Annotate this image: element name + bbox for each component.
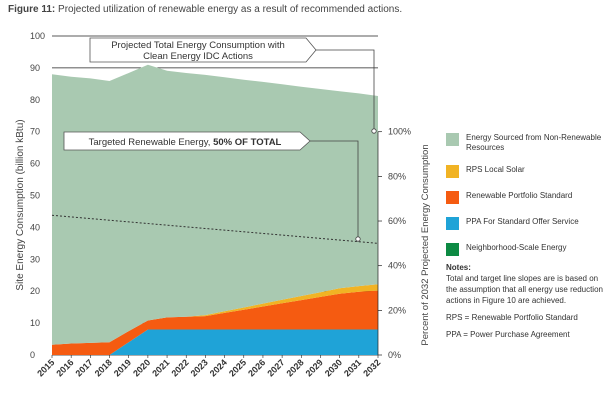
notes-rps: RPS = Renewable Portfolio Standard bbox=[446, 313, 578, 322]
legend-label: PPA For Standard Offer Service bbox=[466, 217, 579, 226]
legend-item: Energy Sourced from Non-Renewable Resour… bbox=[446, 132, 611, 153]
series-area-rps-local-solar bbox=[52, 284, 378, 345]
series-area-renewable-portfolio-standard bbox=[52, 290, 378, 355]
callout-1-box bbox=[89, 37, 317, 63]
y-tick-label: 100 bbox=[30, 31, 45, 41]
legend-label: RPS Local Solar bbox=[466, 165, 525, 174]
y-tick-label: 20 bbox=[30, 286, 40, 296]
x-tick-label: 2024 bbox=[208, 357, 229, 378]
figure-title: Figure 11: Projected utilization of rene… bbox=[8, 4, 402, 15]
x-tick-label: 2018 bbox=[93, 357, 114, 378]
x-tick-label: 2022 bbox=[169, 357, 190, 378]
x-tick-label: 2029 bbox=[304, 357, 325, 378]
y2-tick-label: 60% bbox=[388, 216, 406, 226]
y-tick-label: 30 bbox=[30, 254, 40, 264]
x-tick-label: 2030 bbox=[323, 357, 344, 378]
y2-axis-label: Percent of 2032 Projected Energy Consump… bbox=[420, 144, 431, 345]
x-tick-label: 2017 bbox=[74, 357, 95, 378]
callout-2-marker bbox=[355, 236, 361, 242]
legend-swatch bbox=[446, 243, 459, 256]
notes-heading: Notes: bbox=[446, 263, 471, 272]
callout-2-plain: Targeted Renewable Energy, bbox=[89, 137, 213, 148]
callout-1-marker bbox=[371, 128, 377, 134]
callout-2-text: Targeted Renewable Energy, 50% OF TOTAL bbox=[89, 137, 282, 148]
legend-swatch bbox=[446, 165, 459, 178]
x-tick-label: 2031 bbox=[342, 357, 363, 378]
x-tick-label: 2019 bbox=[112, 357, 133, 378]
notes: Notes: Total and target line slopes are i… bbox=[446, 262, 606, 346]
notes-text: Total and target line slopes are is base… bbox=[446, 274, 603, 305]
callout-2-box bbox=[63, 131, 311, 151]
legend-swatch bbox=[446, 217, 459, 230]
legend-label: Renewable Portfolio Standard bbox=[466, 191, 573, 200]
legend-item: PPA For Standard Offer Service bbox=[446, 216, 611, 231]
callout-2-leader bbox=[310, 140, 359, 239]
y-tick-label: 60 bbox=[30, 159, 40, 169]
line-layer bbox=[51, 214, 379, 244]
x-tick-label: 2023 bbox=[189, 357, 210, 378]
target-line bbox=[51, 214, 379, 244]
series-area-ppa-for-standard-offer-service bbox=[52, 329, 378, 355]
x-tick-label: 2025 bbox=[227, 357, 248, 378]
legend-swatch bbox=[446, 133, 459, 146]
x-tick-label: 2032 bbox=[361, 357, 382, 378]
legend-label: Energy Sourced from Non-Renewable Resour… bbox=[466, 133, 602, 152]
y-tick-label: 80 bbox=[30, 95, 40, 105]
callout-1-line-2: Clean Energy IDC Actions bbox=[143, 51, 253, 62]
legend-swatch bbox=[446, 191, 459, 204]
legend-item: Neighborhood-Scale Energy bbox=[446, 242, 611, 257]
x-tick-label: 2020 bbox=[131, 357, 152, 378]
x-tick-label: 2027 bbox=[265, 357, 286, 378]
callout-1-leader bbox=[316, 49, 375, 131]
notes-ppa: PPA = Power Purchase Agreement bbox=[446, 330, 570, 339]
area-layer bbox=[52, 64, 378, 355]
figure-label: Figure 11: bbox=[8, 4, 56, 15]
y-tick-label: 40 bbox=[30, 222, 40, 232]
figure-caption: Projected utilization of renewable energ… bbox=[55, 4, 403, 15]
y2-tick-label: 100% bbox=[388, 127, 411, 137]
callouts: Projected Total Energy Consumption with … bbox=[63, 37, 377, 242]
x-tick-label: 2028 bbox=[284, 357, 305, 378]
y2-tick-label: 20% bbox=[388, 305, 406, 315]
legend: Energy Sourced from Non-Renewable Resour… bbox=[446, 132, 611, 268]
y2-tick-label: 80% bbox=[388, 171, 406, 181]
y-axis-label: Site Energy Consumption (billion kBtu) bbox=[15, 119, 26, 290]
y-tick-label: 0 bbox=[30, 350, 35, 360]
y-tick-label: 50 bbox=[30, 191, 40, 201]
legend-item: Renewable Portfolio Standard bbox=[446, 190, 611, 205]
y2-tick-label: 40% bbox=[388, 261, 406, 271]
y-tick-label: 70 bbox=[30, 127, 40, 137]
legend-label: Neighborhood-Scale Energy bbox=[466, 243, 567, 252]
x-tick-label: 2026 bbox=[246, 357, 267, 378]
x-tick-label: 2021 bbox=[150, 357, 171, 378]
legend-item: RPS Local Solar bbox=[446, 164, 611, 179]
y-tick-label: 10 bbox=[30, 318, 40, 328]
x-tick-label: 2015 bbox=[35, 357, 56, 378]
x-tick-label: 2016 bbox=[54, 357, 75, 378]
callout-2-bold: 50% OF TOTAL bbox=[213, 137, 281, 148]
y-tick-label: 90 bbox=[30, 63, 40, 73]
callout-1-line-1: Projected Total Energy Consumption with bbox=[111, 40, 285, 51]
y2-tick-label: 0% bbox=[388, 350, 401, 360]
